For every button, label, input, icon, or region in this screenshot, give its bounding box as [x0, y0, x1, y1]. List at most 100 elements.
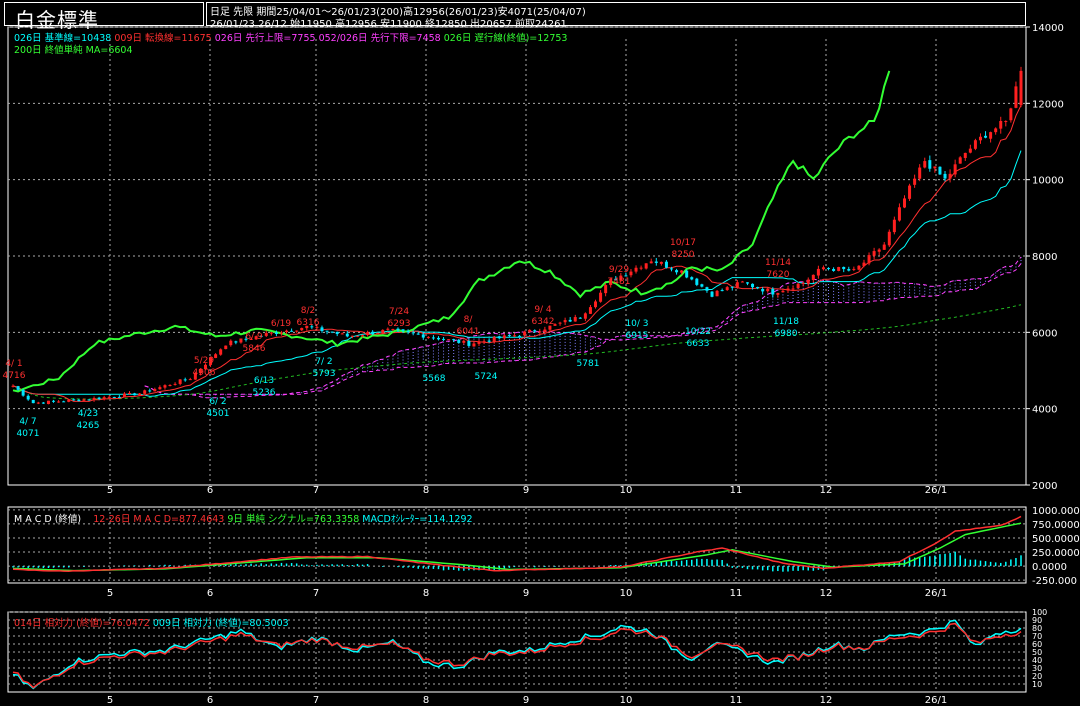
candle-body	[928, 160, 932, 169]
price-annotation: 5568	[423, 374, 446, 384]
candle-body	[771, 288, 775, 295]
price-y-tick: 12000	[1032, 99, 1064, 110]
candle-body	[675, 270, 679, 273]
candle-body	[457, 339, 461, 343]
legend-main-row2: 200日 終値単純 MA=6604	[14, 42, 133, 56]
legend-chikou: 026日 遅行線(終値)=12753	[443, 33, 568, 44]
legend-macd-signal: 9日 単純 シグナル=763.3358	[227, 514, 360, 525]
macd-y-tick: -250.000	[1032, 576, 1077, 587]
kijun-line	[12, 150, 1022, 397]
candle-body	[497, 336, 501, 339]
tenkan-line	[12, 105, 1022, 402]
price-x-tick: 8	[423, 485, 429, 496]
candle-body	[639, 267, 643, 269]
candle-body	[533, 330, 537, 332]
candle-body	[654, 261, 658, 263]
candle-body	[183, 379, 187, 381]
candle-body	[107, 396, 111, 398]
price-x-tick: 9	[523, 485, 529, 496]
candle-body	[619, 275, 623, 281]
candle-body	[507, 334, 511, 336]
candle-body	[188, 379, 192, 381]
candle-body	[472, 343, 476, 347]
price-annotation: 10/22	[685, 327, 711, 337]
candle-body	[781, 290, 785, 293]
candle-body	[254, 336, 258, 340]
price-annotation: 9/ 4	[534, 305, 552, 315]
candle-body	[953, 164, 957, 175]
price-annotation: 7620	[767, 270, 790, 280]
candle-body	[148, 390, 152, 392]
candle-body	[1009, 108, 1013, 121]
price-annotation: 6316	[297, 318, 320, 328]
candle-body	[735, 282, 739, 288]
candle-body	[203, 364, 207, 370]
candle-body	[340, 333, 344, 335]
candle-body	[887, 231, 891, 246]
candle-body	[431, 337, 435, 339]
rsi-y-tick: 40	[1032, 656, 1042, 665]
price-annotation: 11/18	[773, 317, 799, 327]
candle-body	[664, 261, 668, 268]
legend-macd-osc: MACDｵｼﾚｰﾀｰ=114.1292	[362, 514, 473, 525]
macd-y-tick: 750.0000	[1032, 520, 1080, 531]
price-annotation: 6980	[775, 329, 798, 339]
candle-body	[695, 278, 699, 285]
candle-body	[214, 354, 218, 358]
candle-body	[978, 136, 982, 141]
macd-x-tick: 6	[207, 588, 213, 599]
rsi-x-tick: 10	[620, 695, 633, 706]
price-annotation: 5236	[253, 388, 276, 398]
candle-body	[588, 307, 592, 314]
candle-body	[984, 135, 988, 138]
candle-body	[710, 291, 714, 297]
price-annotation: 6/19	[271, 319, 291, 329]
price-x-tick: 10	[620, 485, 633, 496]
candle-body	[143, 390, 147, 394]
candle-body	[862, 262, 866, 267]
candle-body	[897, 207, 901, 221]
legend-rsi: 014日 相対力 (終値)=76.0472 009日 相対力 (終値)=80.5…	[14, 615, 289, 629]
candle-body	[811, 274, 815, 281]
candle-body	[594, 301, 598, 308]
candle-body	[837, 267, 841, 271]
candle-body	[816, 268, 820, 276]
price-y-tick: 6000	[1032, 328, 1057, 339]
candle-body	[948, 173, 952, 179]
candle-body	[558, 322, 562, 324]
price-annotation: 10/ 3	[625, 319, 648, 329]
price-annotation: 5/29	[194, 356, 214, 366]
candle-body	[57, 401, 61, 403]
candle-body	[1014, 86, 1018, 108]
price-x-tick: 6	[207, 485, 213, 496]
candle-body	[285, 330, 289, 333]
candle-body	[224, 345, 228, 350]
candle-body	[46, 400, 50, 405]
price-annotation: 4/ 1	[5, 359, 22, 369]
candle-body	[614, 278, 618, 281]
legend-rsi9: 009日 相対力 (終値)=80.5003	[152, 618, 289, 629]
candle-body	[361, 335, 365, 337]
candle-body	[624, 275, 628, 277]
candle-body	[832, 268, 836, 271]
candle-body	[705, 287, 709, 291]
candle-body	[153, 389, 157, 392]
candle-body	[827, 268, 831, 270]
candle-body	[538, 331, 542, 333]
candle-body	[892, 219, 896, 233]
candle-body	[882, 244, 886, 250]
senkou-span-b-line	[144, 263, 1022, 395]
candle-body	[300, 327, 304, 331]
candle-body	[315, 326, 319, 328]
price-y-tick: 4000	[1032, 405, 1057, 416]
candle-body	[416, 333, 420, 335]
candle-body	[442, 338, 446, 340]
candle-body	[406, 330, 410, 333]
candle-body	[62, 401, 66, 403]
rsi-x-tick: 9	[523, 695, 529, 706]
price-annotation: 6915	[626, 331, 649, 341]
candle-body	[761, 288, 765, 292]
rsi14-line	[12, 622, 1022, 689]
